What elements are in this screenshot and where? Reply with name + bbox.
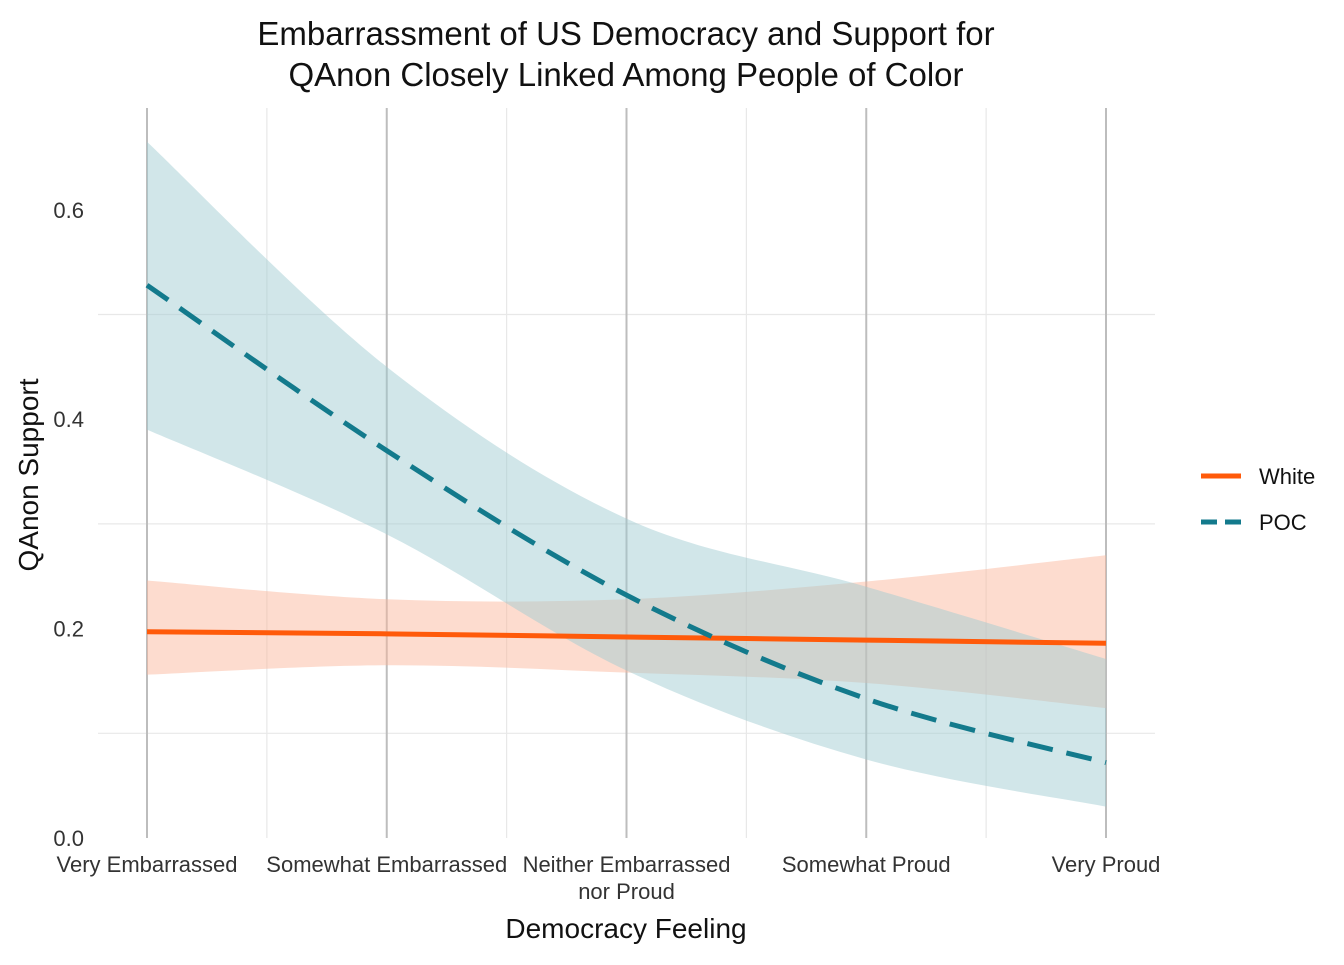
y-axis-title: QAnon Support bbox=[13, 378, 44, 571]
series-line-poc bbox=[145, 283, 1107, 766]
y-tick-label: 0.4 bbox=[53, 407, 84, 432]
x-tick-label: Somewhat Proud bbox=[782, 852, 951, 877]
legend: White POC bbox=[1201, 464, 1315, 535]
legend-label-white: White bbox=[1259, 464, 1315, 489]
chart-title-line-2: QAnon Closely Linked Among People of Col… bbox=[288, 56, 963, 93]
x-tick-label: nor Proud bbox=[578, 879, 675, 904]
x-tick-label: Very Embarrassed bbox=[57, 852, 238, 877]
y-tick-label: 0.6 bbox=[53, 198, 84, 223]
x-axis-title: Democracy Feeling bbox=[505, 913, 746, 944]
x-tick-label: Very Proud bbox=[1052, 852, 1161, 877]
x-tick-label: Neither Embarrassed bbox=[523, 852, 731, 877]
x-tick-label: Somewhat Embarrassed bbox=[266, 852, 507, 877]
series-line-white bbox=[146, 629, 1107, 646]
grid-layer bbox=[98, 108, 1155, 838]
series-lines bbox=[145, 283, 1107, 766]
chart-title: Embarrassment of US Democracy and Suppor… bbox=[257, 15, 994, 93]
y-axis-ticks: 0.0 0.2 0.4 0.6 bbox=[53, 198, 84, 851]
y-tick-label: 0.0 bbox=[53, 826, 84, 851]
legend-label-poc: POC bbox=[1259, 510, 1307, 535]
x-axis-ticks: Very Embarrassed Somewhat Embarrassed Neit… bbox=[57, 852, 1161, 904]
ci-band-white bbox=[147, 555, 1106, 709]
y-tick-label: 0.2 bbox=[53, 617, 84, 642]
chart-title-line-1: Embarrassment of US Democracy and Suppor… bbox=[257, 15, 994, 52]
